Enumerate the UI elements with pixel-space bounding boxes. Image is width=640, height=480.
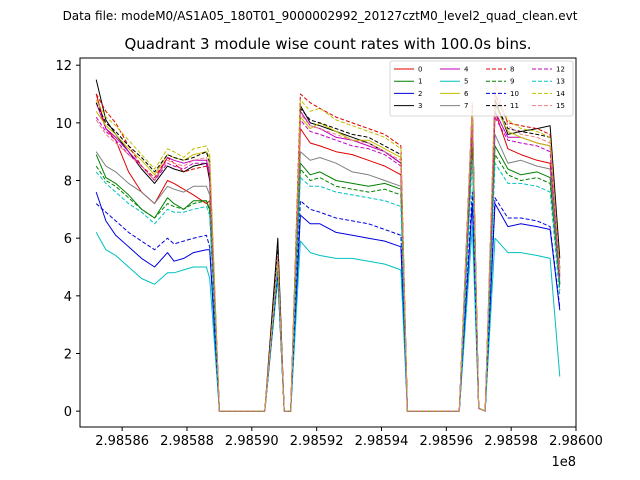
legend-label-8: 8 [510,66,514,74]
figure-suptitle: Data file: modeM0/AS1A05_180T01_90000029… [63,9,578,23]
series-line-13 [95,159,561,412]
x-offset-label: 1e8 [551,455,576,470]
y-tick-label: 12 [55,59,72,74]
legend-label-4: 4 [464,66,469,74]
plot-frame [79,57,577,428]
legend-box [389,60,574,117]
plot-lines [95,79,561,412]
x-tick-label: 2.98600 [549,434,603,449]
legend-label-5: 5 [464,78,468,86]
legend-label-6: 6 [464,90,469,98]
legend-label-15: 15 [556,102,565,110]
y-tick-label: 10 [55,117,72,132]
x-tick-label: 2.98596 [419,434,473,449]
legend-label-3: 3 [418,102,422,110]
x-axis: 2.98586 2.98588 2.98590 2.98592 2.98594 2.985… [95,427,603,449]
legend-label-7: 7 [464,102,468,110]
y-tick-label: 4 [64,290,72,305]
y-tick-label: 2 [64,347,72,362]
series-line-14 [95,96,561,412]
x-tick-label: 2.98598 [484,434,538,449]
legend-label-13: 13 [556,78,565,86]
chart-title: Quadrant 3 module wise count rates with … [124,35,531,53]
y-tick-label: 0 [64,405,72,420]
legend-label-9: 9 [510,78,514,86]
series-line-10 [95,191,561,412]
x-tick-label: 2.98594 [355,434,409,449]
legend-label-12: 12 [556,66,565,74]
x-tick-label: 2.98586 [95,434,149,449]
x-tick-label: 2.98590 [225,434,279,449]
legend-label-14: 14 [556,90,565,98]
legend-label-2: 2 [418,90,422,98]
x-tick-label: 2.98588 [160,434,214,449]
x-tick-label: 2.98592 [290,434,344,449]
series-line-15 [95,82,561,412]
legend-label-11: 11 [510,102,519,110]
y-tick-label: 6 [64,232,72,247]
series-line-11 [95,102,561,412]
y-tick-label: 8 [64,175,72,190]
y-axis: 0 2 4 6 8 10 12 [55,59,80,420]
legend-label-1: 1 [418,78,422,86]
legend-label-0: 0 [418,66,422,74]
legend-label-10: 10 [510,90,519,98]
